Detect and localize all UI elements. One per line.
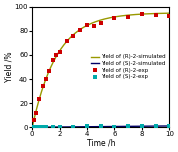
Yield of (R)-2-exp bbox=[32, 119, 35, 121]
Yield of (R)-2-simulated bbox=[147, 13, 149, 15]
Yield of (R)-2-exp bbox=[48, 69, 51, 72]
Yield of (R)-2-exp bbox=[86, 24, 88, 26]
Yield of (R)-2-simulated bbox=[112, 16, 114, 18]
Yield of (S)-2-simulated bbox=[112, 126, 114, 127]
Yield of (S)-2-exp bbox=[34, 126, 37, 128]
Yield of (R)-2-exp bbox=[65, 40, 68, 42]
Yield of (S)-2-exp bbox=[127, 125, 130, 128]
Yield of (S)-2-exp bbox=[44, 126, 47, 128]
Yield of (S)-2-exp bbox=[99, 125, 102, 128]
Yield of (R)-2-simulated bbox=[113, 16, 115, 18]
Yield of (R)-2-simulated bbox=[168, 12, 170, 14]
Yield of (S)-2-exp bbox=[86, 125, 88, 128]
Yield of (R)-2-simulated bbox=[155, 13, 158, 14]
Yield of (R)-2-exp bbox=[55, 54, 58, 56]
Yield of (S)-2-exp bbox=[38, 126, 41, 128]
Yield of (R)-2-exp bbox=[154, 14, 157, 16]
Yield of (R)-2-simulated bbox=[31, 126, 33, 128]
Yield of (R)-2-exp bbox=[72, 34, 75, 37]
Yield of (S)-2-exp bbox=[113, 125, 116, 128]
Yield of (R)-2-exp bbox=[34, 112, 37, 114]
Yield of (R)-2-exp bbox=[79, 29, 82, 31]
Yield of (R)-2-exp bbox=[41, 85, 44, 87]
Yield of (R)-2-exp bbox=[51, 59, 54, 61]
Yield of (S)-2-exp bbox=[72, 126, 75, 128]
Yield of (R)-2-simulated bbox=[32, 124, 34, 126]
Line: Yield of (S)-2-simulated: Yield of (S)-2-simulated bbox=[32, 126, 169, 127]
Yield of (R)-2-exp bbox=[58, 50, 61, 53]
Yield of (R)-2-exp bbox=[140, 12, 143, 15]
Yield of (S)-2-exp bbox=[51, 126, 54, 128]
Yield of (S)-2-simulated bbox=[147, 125, 149, 127]
Yield of (S)-2-exp bbox=[58, 126, 61, 128]
Yield of (S)-2-exp bbox=[41, 126, 44, 128]
Yield of (R)-2-exp bbox=[93, 25, 95, 27]
Yield of (R)-2-exp bbox=[38, 97, 41, 100]
Yield of (R)-2-simulated bbox=[115, 16, 117, 18]
Line: Yield of (R)-2-simulated: Yield of (R)-2-simulated bbox=[32, 13, 169, 127]
Yield of (S)-2-simulated bbox=[31, 126, 33, 128]
X-axis label: Time /h: Time /h bbox=[87, 139, 115, 148]
Yield of (R)-2-exp bbox=[168, 14, 171, 17]
Yield of (S)-2-exp bbox=[168, 125, 171, 127]
Yield of (S)-2-simulated bbox=[115, 126, 117, 127]
Legend: Yield of (R)-2-simulated, Yield of (S)-2-simulated, Yield of (R)-2-exp, Yield of: Yield of (R)-2-simulated, Yield of (S)-2… bbox=[90, 53, 167, 81]
Yield of (R)-2-exp bbox=[99, 22, 102, 24]
Yield of (R)-2-exp bbox=[44, 78, 47, 80]
Yield of (R)-2-exp bbox=[113, 17, 116, 19]
Y-axis label: Yield /%: Yield /% bbox=[4, 52, 13, 82]
Yield of (S)-2-exp bbox=[140, 125, 143, 127]
Yield of (S)-2-simulated bbox=[113, 126, 115, 127]
Yield of (R)-2-exp bbox=[127, 16, 130, 18]
Yield of (S)-2-simulated bbox=[155, 125, 158, 127]
Yield of (S)-2-exp bbox=[32, 125, 35, 128]
Yield of (S)-2-exp bbox=[154, 125, 157, 127]
Yield of (S)-2-simulated bbox=[32, 126, 34, 128]
Yield of (S)-2-simulated bbox=[168, 125, 170, 127]
